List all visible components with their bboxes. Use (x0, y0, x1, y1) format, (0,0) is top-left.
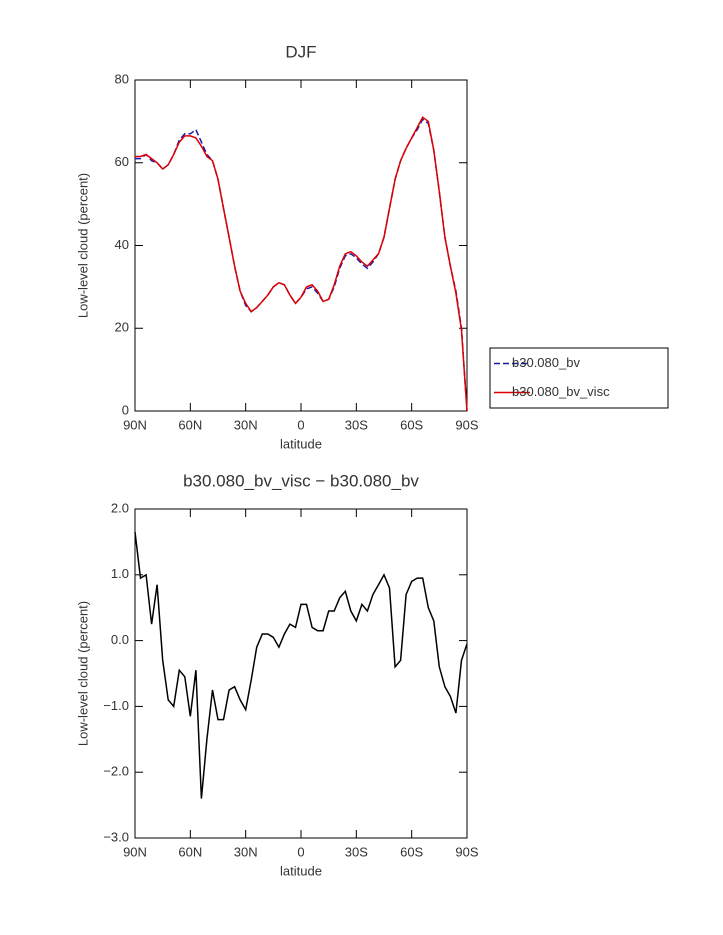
series-line (135, 118, 468, 412)
y-tick-label: 2.0 (111, 500, 129, 515)
y-tick-label: −3.0 (103, 829, 129, 844)
x-axis-label: latitude (280, 863, 322, 878)
x-tick-label: 60S (400, 844, 423, 859)
x-axis-label: latitude (280, 436, 322, 451)
chart-title: b30.080_bv_visc − b30.080_bv (183, 471, 419, 490)
x-tick-label: 90S (455, 417, 478, 432)
legend-box (489, 347, 669, 409)
x-tick-label: 90N (123, 417, 147, 432)
y-tick-label: 60 (115, 154, 129, 169)
x-tick-label: 0 (297, 417, 304, 432)
x-tick-label: 30N (234, 417, 258, 432)
plot-frame (134, 508, 468, 839)
x-tick-label: 30S (345, 844, 368, 859)
series-line (135, 116, 468, 412)
y-tick-label: −1.0 (103, 698, 129, 713)
chart-title: DJF (285, 42, 316, 61)
y-tick-label: −2.0 (103, 764, 129, 779)
y-tick-label: 1.0 (111, 566, 129, 581)
y-tick-label: 40 (115, 237, 129, 252)
x-tick-label: 30N (234, 844, 258, 859)
y-axis-label: Low-level cloud (percent) (75, 601, 90, 746)
x-tick-label: 60N (178, 417, 202, 432)
y-tick-label: 0 (122, 402, 129, 417)
legend-label: b30.080_bv (512, 355, 580, 370)
y-axis-label: Low-level cloud (percent) (75, 173, 90, 318)
x-tick-label: 60N (178, 844, 202, 859)
x-tick-label: 0 (297, 844, 304, 859)
x-tick-label: 90S (455, 844, 478, 859)
legend-label: b30.080_bv_visc (512, 384, 610, 399)
x-tick-label: 60S (400, 417, 423, 432)
y-tick-label: 20 (115, 320, 129, 335)
y-tick-label: 80 (115, 71, 129, 86)
x-tick-label: 90N (123, 844, 147, 859)
x-tick-label: 30S (345, 417, 368, 432)
y-tick-label: 0.0 (111, 632, 129, 647)
series-line (134, 531, 468, 799)
